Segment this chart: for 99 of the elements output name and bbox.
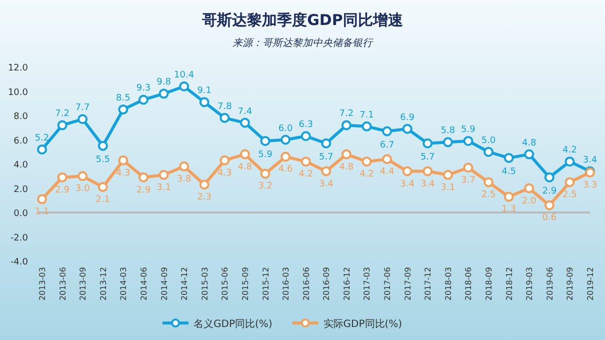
data-label: 3.2 — [258, 182, 272, 192]
data-label: 4.2 — [298, 170, 314, 180]
xtick: 2015-06 — [220, 267, 230, 300]
xtick: 2013-12 — [98, 267, 108, 300]
data-label: 4.4 — [380, 167, 394, 178]
xtick: 2013-09 — [78, 267, 88, 300]
xtick: 2018-06 — [464, 267, 474, 300]
subtitle: 来源：哥斯达黎加中央储备银行 — [232, 38, 372, 49]
legend-item: 实际GDP同比(%) — [292, 318, 402, 330]
ytick: 8.0 — [14, 112, 28, 122]
xtick: 2013-06 — [58, 267, 68, 300]
data-label: 7.8 — [218, 102, 232, 112]
data-label: 5.8 — [440, 126, 456, 136]
data-label: 3.4 — [400, 179, 414, 190]
xtick: 2017-12 — [424, 267, 433, 300]
xtick: 2019-06 — [545, 267, 554, 300]
data-label: 2.5 — [481, 190, 496, 200]
data-label: 9.8 — [156, 78, 171, 88]
data-label: 6.7 — [380, 140, 394, 150]
data-label: 7.4 — [238, 106, 252, 117]
data-label: 7.2 — [55, 109, 70, 120]
data-label: 3.8 — [176, 174, 192, 184]
xtick: 2015-12 — [261, 267, 270, 300]
xtick: 2016-03 — [282, 267, 291, 300]
xtick: 2017-06 — [383, 267, 392, 300]
data-label: 2.9 — [542, 186, 557, 196]
xtick: 2016-06 — [302, 267, 311, 300]
xtick: 2016-12 — [342, 267, 352, 300]
data-label: 8.5 — [116, 93, 130, 104]
legend-label: 名义GDP同比(%) — [194, 318, 272, 330]
xtick: 2019-12 — [586, 267, 595, 300]
data-label: 6.3 — [298, 120, 314, 130]
data-label: 5.7 — [420, 152, 435, 162]
ytick: 4.0 — [14, 160, 28, 170]
data-label: 2.1 — [96, 195, 110, 206]
data-label: 5.5 — [96, 154, 110, 165]
data-label: 4.6 — [278, 164, 293, 175]
data-label: 3.4 — [318, 179, 334, 190]
data-label: 0.6 — [542, 213, 557, 224]
ytick: 2.0 — [14, 184, 28, 195]
ytick: 6.0 — [14, 136, 28, 146]
xtick: 2015-09 — [240, 267, 250, 300]
data-label: 3.0 — [75, 184, 90, 194]
data-label: 4.5 — [502, 166, 516, 177]
xtick: 2014-06 — [139, 267, 148, 300]
ytick: 0.0 — [14, 209, 28, 219]
xtick: 2019-03 — [525, 267, 534, 300]
xtick: 2019-09 — [566, 267, 575, 300]
xtick: 2014-03 — [119, 267, 128, 300]
ytick: 10.0 — [8, 88, 28, 98]
xtick: 2014-09 — [160, 267, 169, 300]
data-label: 4.8 — [238, 162, 252, 172]
data-label: 3.1 — [440, 182, 456, 193]
data-label: 2.3 — [197, 192, 212, 203]
data-label: 1.3 — [502, 204, 516, 215]
data-label: 7.1 — [360, 110, 374, 120]
data-label: 6.9 — [400, 112, 414, 123]
xtick: 2017-09 — [403, 267, 412, 300]
xtick: 2018-12 — [504, 267, 514, 300]
xtick: 2013-03 — [38, 267, 47, 300]
legend-item: 名义GDP同比(%) — [162, 318, 272, 330]
data-label: 4.8 — [339, 162, 354, 172]
xtick: 2016-09 — [322, 267, 332, 300]
data-label: 2.9 — [136, 185, 151, 196]
data-label: 4.3 — [218, 168, 232, 178]
data-label: 10.4 — [174, 70, 194, 80]
data-label: 2.9 — [55, 185, 70, 196]
data-label: 3.4 — [582, 155, 598, 166]
data-label: 4.3 — [116, 168, 130, 178]
xtick: 2017-03 — [362, 267, 372, 300]
data-label: 6.0 — [278, 124, 293, 134]
title: 哥斯达黎加季度GDP同比增速 — [202, 11, 403, 29]
xtick: 2014-12 — [180, 267, 190, 300]
xtick: 2015-03 — [200, 267, 210, 300]
ytick: -4.0 — [10, 258, 28, 268]
data-label: 1.1 — [34, 207, 50, 218]
xtick: 2018-09 — [484, 267, 494, 300]
data-label: 5.2 — [34, 133, 50, 144]
data-label: 3.4 — [420, 179, 435, 190]
data-label: 2.0 — [522, 196, 536, 206]
data-label: 5.9 — [461, 124, 476, 135]
data-label: 5.7 — [318, 152, 334, 162]
ytick: 12.0 — [8, 64, 28, 74]
ytick: -2.0 — [10, 233, 28, 244]
data-label: 4.2 — [360, 170, 374, 180]
xtick: 2018-03 — [444, 267, 453, 300]
data-label: 3.1 — [156, 182, 171, 193]
data-label: 7.2 — [339, 109, 354, 120]
data-label: 9.3 — [136, 84, 151, 94]
data-label: 5.0 — [481, 136, 496, 146]
data-label: 5.9 — [258, 150, 272, 160]
data-label: 4.2 — [562, 146, 577, 156]
data-label: 7.7 — [75, 103, 90, 114]
legend-label: 实际GDP同比(%) — [323, 318, 402, 330]
data-label: 2.5 — [562, 190, 577, 200]
data-label: 4.8 — [522, 138, 536, 148]
data-label: 3.3 — [582, 180, 598, 190]
data-label: 9.1 — [197, 86, 212, 96]
data-label: 3.7 — [461, 176, 476, 186]
